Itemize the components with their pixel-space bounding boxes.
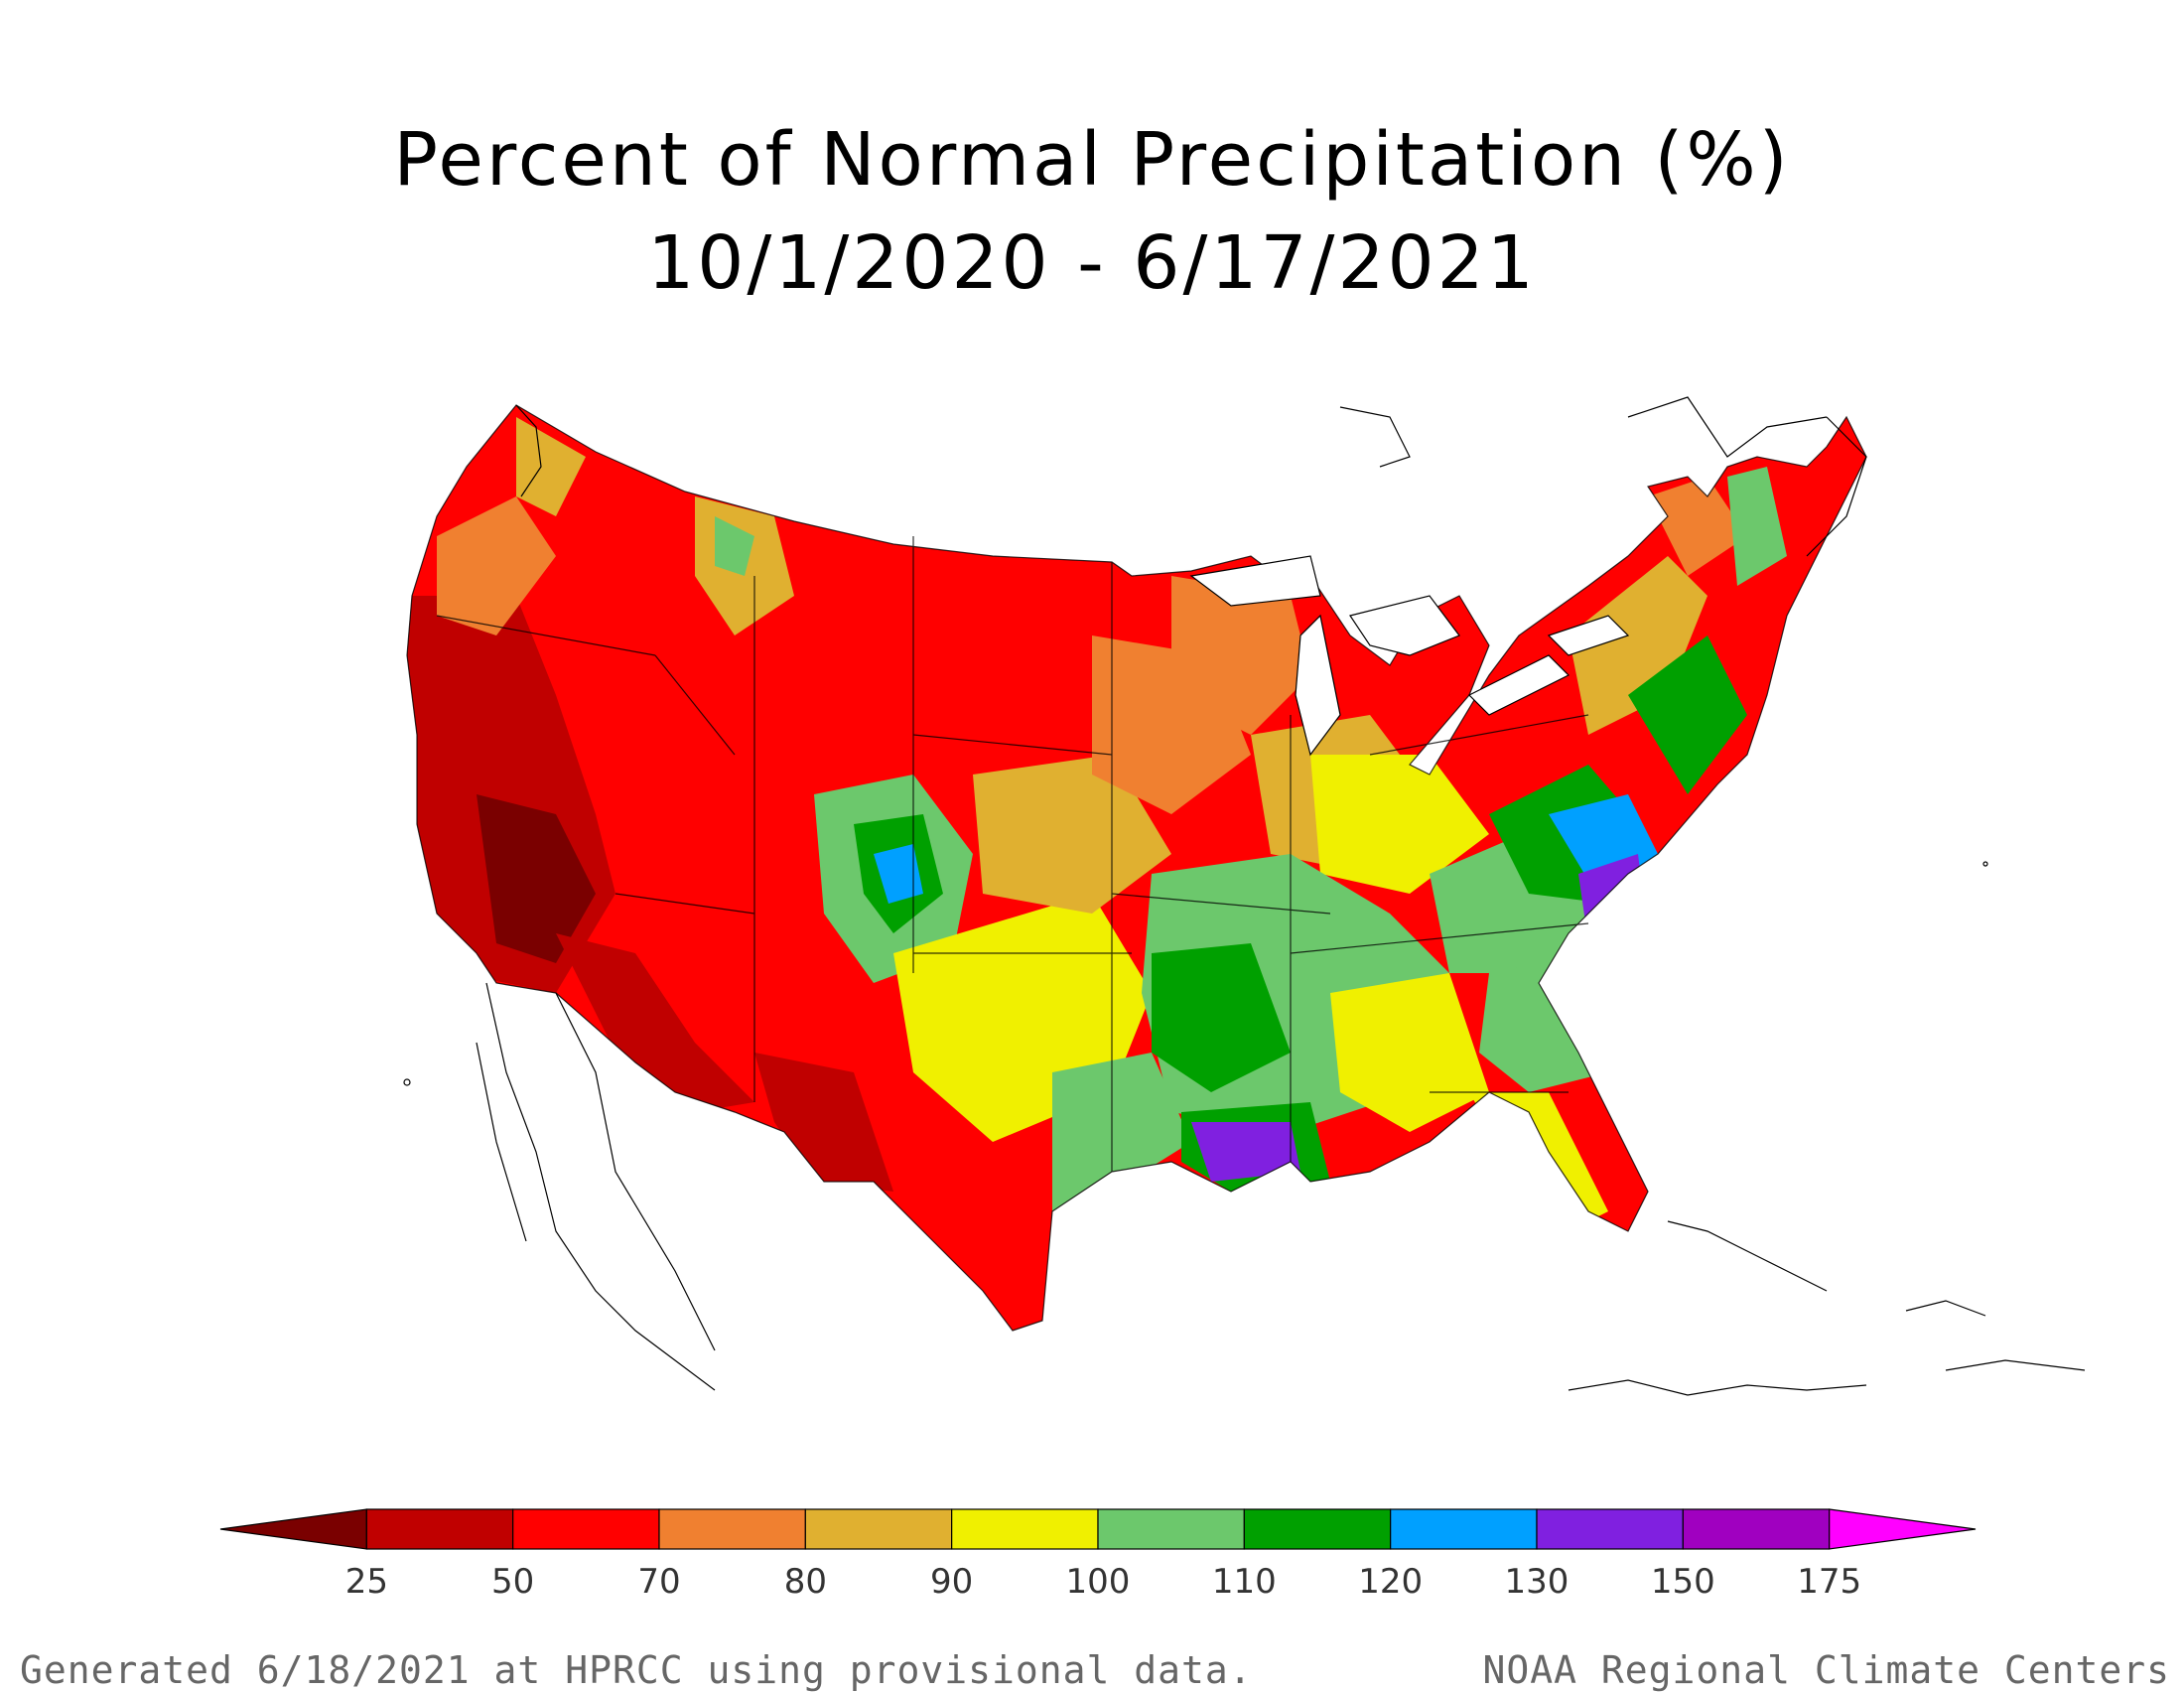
surrounding-coastlines — [403, 396, 2086, 1396]
legend-tick-label: 130 — [1505, 1562, 1570, 1602]
legend-swatch — [1097, 1508, 1245, 1550]
great-lakes — [1189, 555, 1630, 757]
legend-swatch — [1390, 1508, 1538, 1550]
legend-swatch — [365, 1508, 514, 1550]
map-title: Percent of Normal Precipitation (%) — [393, 117, 1791, 203]
legend-swatch — [951, 1508, 1099, 1550]
legend-tick-label: 50 — [491, 1562, 534, 1602]
legend-tick-label: 175 — [1797, 1562, 1861, 1602]
legend-tick-label: 120 — [1358, 1562, 1423, 1602]
legend-swatch — [512, 1508, 660, 1550]
legend-swatch — [1829, 1508, 1977, 1550]
date-range-subtitle: 10/1/2020 - 6/17/2021 — [647, 220, 1537, 306]
precipitation-map — [403, 396, 2086, 1396]
precip-shading — [407, 405, 1866, 1331]
legend-swatch — [804, 1508, 953, 1550]
legend-swatch — [1536, 1508, 1684, 1550]
footer-source: NOAA Regional Climate Centers — [1482, 1648, 2170, 1692]
legend-tick-label: 100 — [1066, 1562, 1131, 1602]
state-boundaries — [406, 404, 1867, 1332]
legend-swatch — [219, 1508, 367, 1550]
legend-tick-label: 90 — [930, 1562, 973, 1602]
legend-tick-label: 80 — [784, 1562, 827, 1602]
legend-swatch — [1682, 1508, 1831, 1550]
legend-tick-label: 70 — [637, 1562, 680, 1602]
legend-tick-label: 150 — [1651, 1562, 1715, 1602]
legend-tick-label: 110 — [1212, 1562, 1277, 1602]
legend-tick-label: 25 — [345, 1562, 388, 1602]
footer-generated-note: Generated 6/18/2021 at HPRCC using provi… — [20, 1648, 1253, 1692]
legend-swatch — [658, 1508, 806, 1550]
legend-swatch — [1243, 1508, 1392, 1550]
